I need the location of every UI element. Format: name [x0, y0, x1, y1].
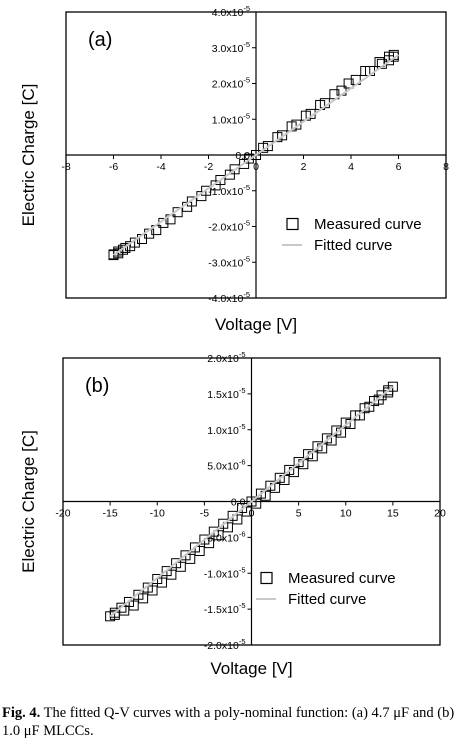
- legend-entry: Fitted curve: [314, 237, 392, 254]
- y-tick-label: 1.0x10-5: [207, 422, 245, 437]
- y-tick-label: -1.0x10-5: [204, 565, 246, 580]
- measured-data-point: [229, 164, 240, 175]
- y-tick-label: 1.5x10-5: [207, 386, 245, 401]
- measured-data-point: [138, 593, 149, 604]
- chart-panel-a: -8 -6 -4 -2 0 2 4 6 8 -4.0x10-5 -3.0x10-5 -2.0x10-5…: [19, 4, 449, 334]
- measured-data-point: [185, 553, 196, 564]
- measured-data-point: [354, 410, 365, 421]
- y-tick-label: 1.0x10-5: [212, 111, 250, 126]
- x-tick-label: 5: [296, 508, 302, 520]
- measured-data-point: [194, 546, 205, 557]
- measured-data-point: [166, 569, 177, 580]
- x-tick-label: -8: [61, 161, 70, 173]
- measured-data-point: [222, 522, 233, 533]
- y-axis-label: Electric Charge [C]: [19, 84, 38, 227]
- y-axis-label: Electric Charge [C]: [19, 430, 38, 573]
- measured-data-point: [251, 498, 262, 509]
- measured-data-point: [343, 78, 354, 89]
- measured-data-point: [156, 577, 167, 588]
- x-tick-label: 15: [387, 508, 399, 520]
- y-tick-label: 0.0: [231, 497, 246, 509]
- legend-entry: Fitted curve: [288, 591, 366, 608]
- x-tick-label: -10: [150, 508, 165, 520]
- x-tick-label: 6: [396, 161, 402, 173]
- x-tick-label: -6: [109, 161, 118, 173]
- y-tick-label: 4.0x10-5: [212, 4, 250, 19]
- measured-data-point: [213, 530, 224, 541]
- y-tick-label: -5.0x10-6: [204, 529, 246, 544]
- measured-data-point: [201, 185, 212, 196]
- caption-text: The fitted Q-V curves with a poly-nomina…: [2, 705, 455, 739]
- x-tick-label: 4: [348, 161, 354, 173]
- x-tick-label: -2: [204, 161, 213, 173]
- panel-label: (b): [85, 375, 109, 397]
- x-tick-label: -20: [55, 508, 70, 520]
- measured-data-point: [364, 401, 375, 412]
- measured-data-point: [147, 585, 158, 596]
- measured-data-point: [241, 506, 252, 517]
- measured-data-point: [120, 242, 131, 253]
- fitted-curve-line: [109, 385, 394, 618]
- x-tick-label: 0: [253, 161, 259, 173]
- measured-data-point: [204, 538, 215, 549]
- y-tick-label: 2.0x10-5: [207, 350, 245, 365]
- caption-label: Fig. 4.: [2, 705, 41, 721]
- legend-marker-swatch: [286, 217, 299, 231]
- panel-label: (a): [88, 29, 112, 51]
- legend-entry: Measured curve: [314, 216, 422, 233]
- figure-caption: Fig. 4. The fitted Q-V curves with a pol…: [2, 704, 472, 740]
- x-tick-label: -4: [156, 161, 165, 173]
- measured-data-point: [108, 249, 119, 260]
- measured-data-point: [232, 514, 243, 525]
- y-tick-label: -1.0x10-5: [208, 183, 250, 198]
- legend-marker-swatch: [260, 571, 273, 585]
- x-tick-label: 8: [443, 161, 449, 173]
- x-axis-label: Voltage [V]: [210, 659, 292, 678]
- measured-data-point: [383, 387, 394, 398]
- measured-data-point: [360, 65, 371, 76]
- y-tick-label: -1.5x10-5: [204, 601, 246, 616]
- x-tick-label: 20: [434, 508, 446, 520]
- y-tick-label: -4.0x10-5: [208, 290, 250, 305]
- chart-panel-b: -20 -15 -10 -5 0 5 10 15 20-2.0x10-5-1.5x10-5-1.…: [19, 350, 446, 678]
- measured-data-point: [186, 196, 197, 207]
- measured-data-point: [374, 57, 385, 68]
- x-tick-label: -15: [103, 508, 118, 520]
- measured-data-point: [251, 150, 261, 160]
- x-axis-label: Voltage [V]: [215, 315, 297, 334]
- x-tick-label: 2: [301, 161, 307, 173]
- x-tick-label: 10: [340, 508, 352, 520]
- y-tick-label: 2.0x10-5: [212, 76, 250, 91]
- legend-entry: Measured curve: [288, 570, 396, 587]
- measured-data-point: [243, 153, 254, 164]
- measured-data-point: [128, 600, 139, 611]
- measured-data-point: [215, 175, 226, 186]
- measured-data-point: [175, 561, 186, 572]
- y-tick-label: 5.0x10-6: [207, 458, 245, 473]
- y-tick-label: -2.0x10-5: [208, 219, 250, 234]
- measured-data-point: [373, 394, 384, 405]
- y-tick-label: -3.0x10-5: [208, 254, 250, 269]
- measured-data-point: [116, 602, 127, 613]
- fitted-curve-line: [112, 54, 400, 256]
- y-tick-label: -2.0x10-5: [204, 637, 246, 652]
- y-tick-label: 3.0x10-5: [212, 40, 250, 55]
- x-tick-label: -5: [200, 508, 209, 520]
